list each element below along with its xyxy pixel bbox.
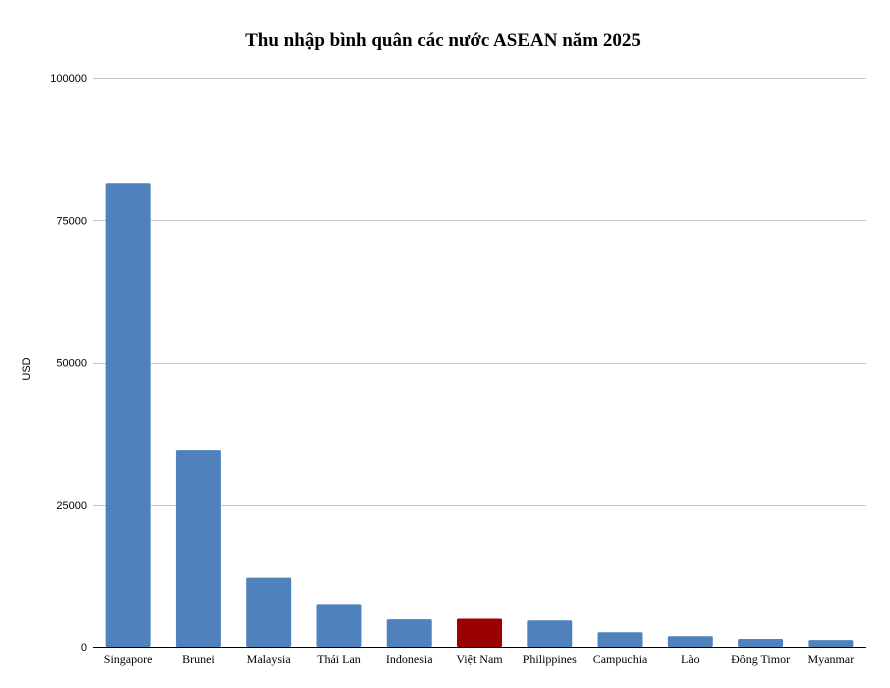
y-tick-label: 75000 — [56, 215, 87, 227]
x-tick-label: Campuchia — [593, 652, 648, 666]
x-tick-label: Indonesia — [386, 652, 433, 666]
y-tick-label: 100000 — [50, 73, 87, 85]
bar — [175, 450, 221, 647]
bar — [105, 183, 151, 647]
x-tick-label: Brunei — [182, 652, 215, 666]
chart-title: Thu nhập bình quân các nước ASEAN năm 20… — [245, 30, 641, 51]
y-axis-ticks: 0 25000 50000 75000 100000 — [50, 73, 87, 654]
bar — [597, 632, 643, 647]
x-tick-label: Malaysia — [247, 652, 292, 666]
x-tick-label: Myanmar — [808, 652, 855, 666]
y-tick-label: 0 — [81, 642, 87, 654]
x-tick-label: Việt Nam — [456, 652, 503, 666]
x-tick-label: Đông Timor — [731, 652, 790, 666]
bar — [386, 619, 432, 647]
bar — [246, 577, 292, 647]
x-tick-label: Thái Lan — [317, 652, 361, 666]
x-tick-label: Singapore — [104, 652, 153, 666]
x-tick-label: Lào — [681, 652, 700, 666]
x-axis-ticks: Singapore Brunei Malaysia Thái Lan Indonesia… — [104, 652, 854, 666]
gridlines — [93, 78, 866, 506]
y-axis-label: USD — [21, 357, 33, 380]
y-tick-label: 50000 — [56, 358, 87, 370]
bar — [738, 639, 784, 647]
bar — [527, 620, 573, 647]
bar — [457, 618, 502, 647]
bar — [316, 604, 362, 647]
bars — [105, 183, 854, 647]
bar — [808, 640, 854, 647]
y-tick-label: 25000 — [56, 500, 87, 512]
x-tick-label: Philippines — [523, 652, 577, 666]
bar — [667, 636, 713, 647]
